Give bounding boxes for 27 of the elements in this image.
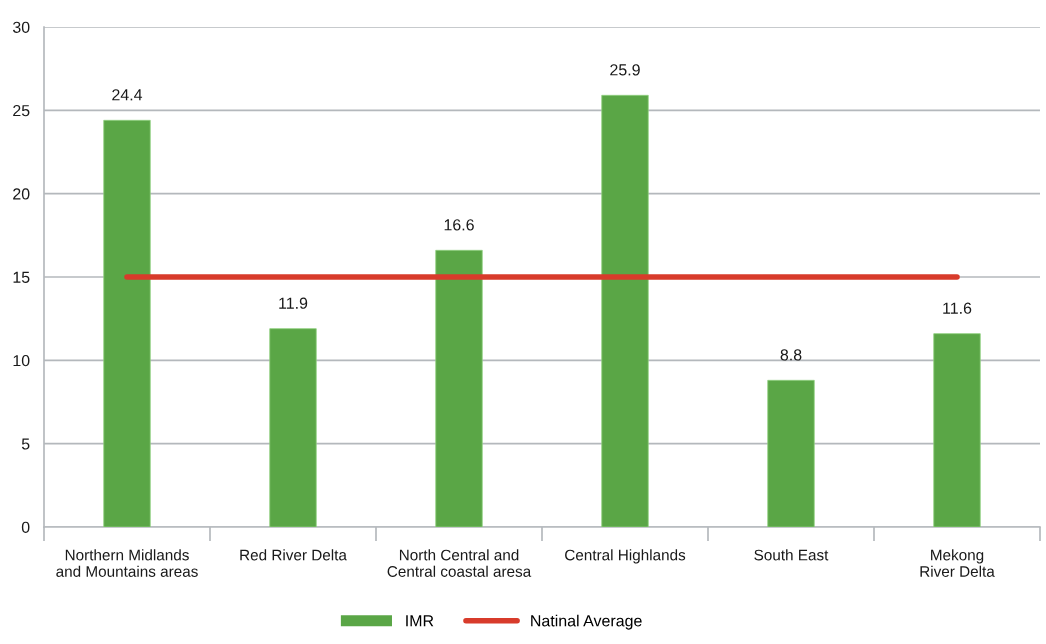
x-tick-label: Northern Midlands and Mountains areas: [56, 549, 198, 577]
bar: [269, 328, 317, 527]
bar: [601, 94, 649, 527]
y-tick-label: 30: [12, 21, 30, 33]
x-tick-label: Mekong River Delta: [920, 549, 995, 577]
data-label: 8.8: [780, 349, 802, 361]
data-label: 24.4: [112, 89, 143, 101]
y-tick-label: 20: [13, 188, 30, 200]
x-tick-label: Red River Delta: [240, 549, 347, 561]
data-label: 11.6: [943, 302, 972, 314]
data-label: 11.9: [279, 297, 308, 309]
bar: [103, 119, 151, 527]
legend-label: Natinal Average: [531, 614, 642, 630]
y-tick-label: 10: [13, 354, 30, 367]
x-tick-label: North Central and Central coastal aresa: [387, 549, 532, 577]
legend-label: IMR: [406, 615, 434, 627]
bar: [933, 333, 981, 527]
bar: [767, 379, 815, 527]
y-tick-label: 5: [21, 438, 30, 450]
x-tick-label: South East: [754, 549, 829, 561]
bar: [435, 249, 483, 527]
data-label: 16.6: [444, 219, 474, 231]
x-tick-label: Central Highlands: [565, 549, 686, 564]
y-tick-label: 25: [13, 104, 30, 117]
y-tick-label: 0: [21, 521, 30, 533]
data-label: 25.9: [610, 64, 640, 76]
y-tick-label: 15: [13, 271, 30, 283]
